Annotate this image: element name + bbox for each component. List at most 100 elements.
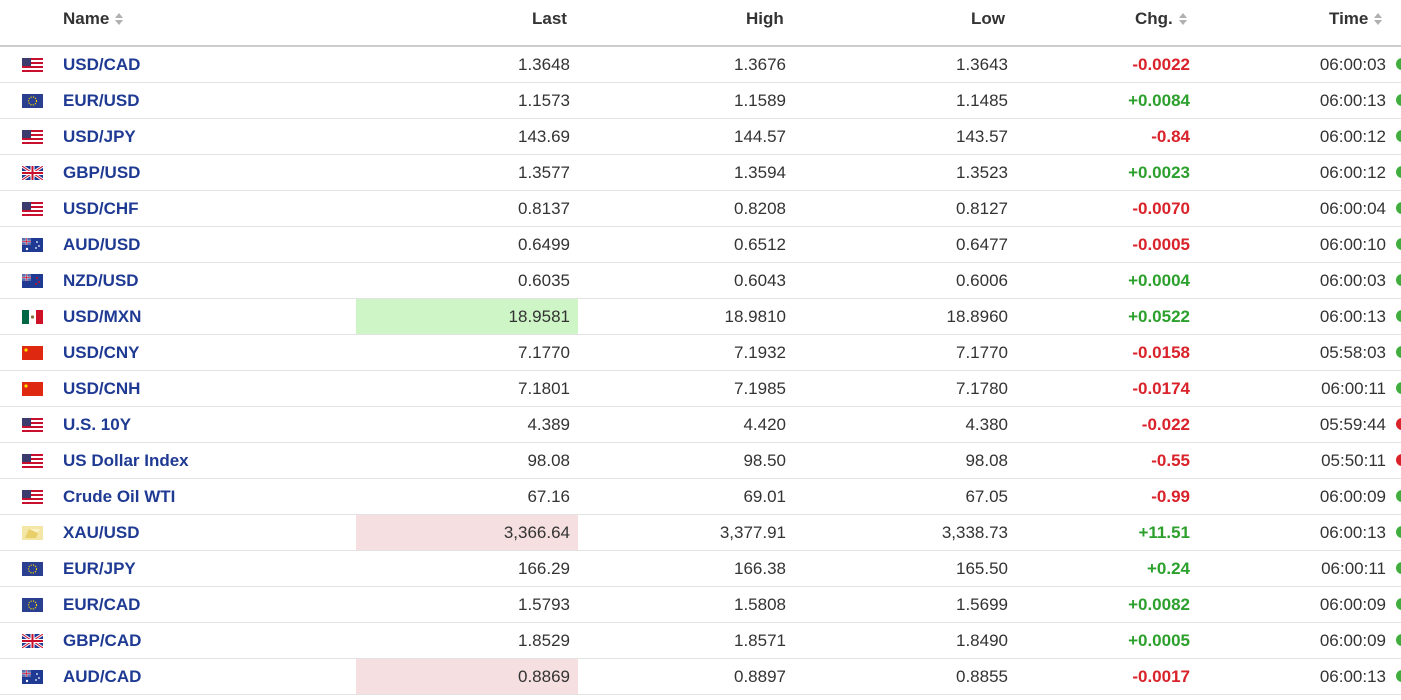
- last-price: 166.29: [518, 559, 570, 578]
- high-price: 1.5808: [734, 595, 786, 614]
- instrument-link[interactable]: EUR/USD: [63, 91, 140, 110]
- us-flag-icon: [22, 454, 43, 468]
- column-high-header[interactable]: High: [746, 9, 784, 28]
- instrument-link[interactable]: NZD/USD: [63, 271, 139, 290]
- time-value: 06:00:10: [1319, 235, 1386, 254]
- market-status-icon: [1396, 526, 1401, 538]
- market-status-icon: [1396, 454, 1401, 466]
- table-row[interactable]: USD/CNY 7.1770 7.1932 7.1770 -0.0158 05:58:03: [0, 335, 1401, 371]
- low-price: 0.8855: [956, 667, 1008, 686]
- table-row[interactable]: USD/JPY 143.69 144.57 143.57 -0.84 06:00:12: [0, 119, 1401, 155]
- last-price: 67.16: [527, 487, 570, 506]
- table-header: Name Last High Low Chg. Time: [0, 0, 1401, 47]
- time-value: 06:00:09: [1319, 487, 1386, 506]
- last-price: 7.1770: [518, 343, 570, 362]
- high-price: 1.1589: [734, 91, 786, 110]
- time-value: 06:00:13: [1319, 307, 1386, 326]
- table-row[interactable]: AUD/USD 0.6499 0.6512 0.6477 -0.0005 06:00:10: [0, 227, 1401, 263]
- change-value: -0.0005: [1132, 235, 1190, 254]
- low-price: 143.57: [956, 127, 1008, 146]
- eu-flag-icon: [22, 94, 43, 108]
- table-row[interactable]: EUR/JPY 166.29 166.38 165.50 +0.24 06:00:11: [0, 551, 1401, 587]
- table-row[interactable]: GBP/CAD 1.8529 1.8571 1.8490 +0.0005 06:00:09: [0, 623, 1401, 659]
- instrument-link[interactable]: XAU/USD: [63, 523, 140, 542]
- table-row[interactable]: Crude Oil WTI 67.16 69.01 67.05 -0.99 06:00:0…: [0, 479, 1401, 515]
- high-price: 7.1985: [734, 379, 786, 398]
- time-value: 06:00:03: [1319, 271, 1386, 290]
- change-value: +0.0522: [1128, 307, 1190, 326]
- table-row[interactable]: AUD/CAD 0.8869 0.8897 0.8855 -0.0017 06:00:13: [0, 659, 1401, 695]
- instrument-link[interactable]: EUR/CAD: [63, 595, 141, 614]
- table-row[interactable]: USD/MXN 18.9581 18.9810 18.8960 +0.0522 06:00…: [0, 299, 1401, 335]
- instrument-link[interactable]: US Dollar Index: [63, 451, 189, 470]
- instrument-link[interactable]: USD/CNH: [63, 379, 141, 398]
- table-row[interactable]: USD/CNH 7.1801 7.1985 7.1780 -0.0174 06:00:11: [0, 371, 1401, 407]
- instrument-link[interactable]: Crude Oil WTI: [63, 487, 176, 506]
- market-status-icon: [1396, 310, 1401, 322]
- table-row[interactable]: USD/CAD 1.3648 1.3676 1.3643 -0.0022 06:00:03: [0, 47, 1401, 83]
- last-price: 0.8869: [356, 659, 578, 694]
- change-value: -0.0174: [1132, 379, 1190, 398]
- last-price: 3,366.64: [356, 515, 578, 550]
- instrument-link[interactable]: USD/CAD: [63, 55, 141, 74]
- market-status-icon: [1396, 94, 1401, 106]
- market-status-icon: [1396, 490, 1401, 502]
- last-price: 1.3648: [518, 55, 570, 74]
- instrument-link[interactable]: USD/MXN: [63, 307, 142, 326]
- time-value: 06:00:03: [1319, 55, 1386, 74]
- low-price: 7.1780: [956, 379, 1008, 398]
- table-row[interactable]: EUR/USD 1.1573 1.1589 1.1485 +0.0084 06:00:13: [0, 83, 1401, 119]
- instrument-link[interactable]: USD/JPY: [63, 127, 136, 146]
- table-row[interactable]: EUR/CAD 1.5793 1.5808 1.5699 +0.0082 06:00:09: [0, 587, 1401, 623]
- last-price: 1.3577: [518, 163, 570, 182]
- last-price: 0.6499: [518, 235, 570, 254]
- table-row[interactable]: XAU/USD 3,366.64 3,377.91 3,338.73 +11.51 06:…: [0, 515, 1401, 551]
- sort-icon[interactable]: [1374, 13, 1383, 25]
- change-value: -0.84: [1151, 127, 1190, 146]
- time-value: 06:00:04: [1319, 199, 1386, 218]
- instrument-link[interactable]: U.S. 10Y: [63, 415, 132, 434]
- nz-flag-icon: [22, 274, 43, 288]
- gold-flag-icon: [22, 526, 43, 540]
- change-value: -0.022: [1141, 415, 1190, 434]
- market-status-icon: [1396, 562, 1401, 574]
- sort-icon[interactable]: [115, 13, 124, 25]
- low-price: 67.05: [965, 487, 1008, 506]
- sort-icon[interactable]: [1178, 13, 1187, 25]
- column-last-header[interactable]: Last: [532, 9, 567, 28]
- instrument-link[interactable]: GBP/USD: [63, 163, 141, 182]
- au-flag-icon: [22, 670, 43, 684]
- table-row[interactable]: USD/CHF 0.8137 0.8208 0.8127 -0.0070 06:00:04: [0, 191, 1401, 227]
- gb-flag-icon: [22, 634, 43, 648]
- column-time-header[interactable]: Time: [1329, 9, 1383, 29]
- last-price: 1.5793: [518, 595, 570, 614]
- gb-flag-icon: [22, 166, 43, 180]
- instrument-link[interactable]: AUD/CAD: [63, 667, 142, 686]
- market-status-icon: [1396, 238, 1401, 250]
- high-price: 1.8571: [734, 631, 786, 650]
- instrument-link[interactable]: USD/CNY: [63, 343, 140, 362]
- low-price: 1.1485: [956, 91, 1008, 110]
- time-value: 06:00:11: [1321, 559, 1386, 578]
- instrument-link[interactable]: AUD/USD: [63, 235, 141, 254]
- table-row[interactable]: US Dollar Index 98.08 98.50 98.08 -0.55 05:50…: [0, 443, 1401, 479]
- column-name-header[interactable]: Name: [63, 9, 124, 29]
- low-price: 0.6477: [956, 235, 1008, 254]
- time-value: 05:50:11: [1321, 451, 1386, 470]
- low-price: 1.5699: [956, 595, 1008, 614]
- table-row[interactable]: NZD/USD 0.6035 0.6043 0.6006 +0.0004 06:00:03: [0, 263, 1401, 299]
- mx-flag-icon: [22, 310, 43, 324]
- instrument-link[interactable]: GBP/CAD: [63, 631, 142, 650]
- table-row[interactable]: GBP/USD 1.3577 1.3594 1.3523 +0.0023 06:00:12: [0, 155, 1401, 191]
- high-price: 4.420: [743, 415, 786, 434]
- time-value: 06:00:13: [1319, 91, 1386, 110]
- high-price: 1.3594: [734, 163, 786, 182]
- change-value: -0.0070: [1132, 199, 1190, 218]
- column-low-header[interactable]: Low: [971, 9, 1005, 28]
- table-row[interactable]: U.S. 10Y 4.389 4.420 4.380 -0.022 05:59:44: [0, 407, 1401, 443]
- change-value: +0.0005: [1128, 631, 1190, 650]
- instrument-link[interactable]: USD/CHF: [63, 199, 139, 218]
- instrument-link[interactable]: EUR/JPY: [63, 559, 136, 578]
- column-chg-header[interactable]: Chg.: [1135, 9, 1187, 29]
- time-value: 06:00:13: [1319, 523, 1386, 542]
